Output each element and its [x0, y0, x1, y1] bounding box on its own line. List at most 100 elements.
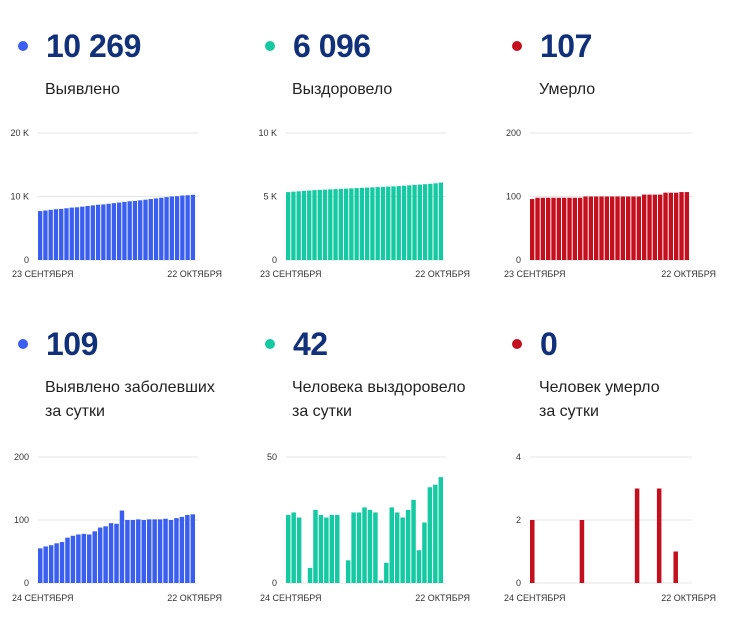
bar	[307, 190, 312, 260]
detected-label-line: Выявлено	[45, 81, 120, 98]
bar	[132, 200, 138, 260]
bar	[76, 534, 81, 583]
bar	[90, 205, 95, 260]
bar	[354, 188, 359, 260]
bar	[168, 520, 174, 583]
bar	[190, 514, 196, 583]
bar	[422, 184, 428, 260]
bar	[143, 199, 148, 260]
bar	[417, 184, 422, 260]
y-tick-label: 0	[24, 578, 29, 588]
bar	[97, 527, 103, 583]
bar	[317, 189, 322, 260]
bar	[190, 194, 196, 260]
y-tick-label: 50	[267, 452, 277, 462]
bar	[286, 192, 291, 260]
bar	[59, 542, 65, 583]
bar	[412, 184, 417, 260]
bar	[185, 514, 190, 583]
bar	[152, 519, 157, 583]
bar	[53, 209, 59, 260]
daily-died-value: 0	[540, 326, 558, 362]
bar	[185, 195, 190, 260]
bar	[125, 520, 130, 583]
bar	[117, 202, 122, 260]
bar	[588, 196, 594, 260]
bar	[179, 516, 185, 583]
bar	[362, 507, 367, 583]
bar	[583, 196, 588, 260]
bar	[87, 534, 92, 583]
bar	[359, 187, 365, 260]
x-end-label: 22 ОКТЯБРЯ	[167, 593, 222, 603]
bar	[380, 186, 386, 260]
bar	[38, 211, 43, 260]
bar	[370, 187, 375, 260]
y-tick-label: 10 K	[10, 192, 29, 202]
bar	[594, 196, 599, 260]
y-tick-label: 100	[14, 515, 29, 525]
x-end-label: 22 ОКТЯБРЯ	[661, 269, 716, 279]
bar	[401, 185, 407, 260]
bar	[438, 182, 444, 260]
y-tick-label: 0	[272, 578, 277, 588]
bar	[365, 187, 370, 260]
died-value: 107	[540, 28, 592, 64]
bar	[604, 196, 610, 260]
bar	[567, 197, 572, 260]
detected-value: 10 269	[46, 28, 141, 64]
bar	[106, 203, 111, 260]
bar	[122, 201, 127, 260]
y-tick-label: 200	[14, 452, 29, 462]
daily-recovered-value: 42	[293, 326, 328, 362]
bar	[338, 188, 343, 260]
daily-detected-value: 109	[46, 326, 98, 362]
bar	[626, 196, 631, 260]
x-start-label: 23 СЕНТЯБРЯ	[260, 269, 322, 279]
detected-dot-icon	[18, 41, 28, 51]
bar	[386, 186, 391, 260]
bar	[394, 512, 400, 583]
bar	[318, 514, 324, 583]
y-tick-label: 4	[516, 452, 521, 462]
daily-died-label-line: Человек умерло	[539, 379, 660, 396]
daily-died-dot-icon	[512, 339, 522, 349]
bar	[329, 514, 335, 583]
bar	[69, 207, 74, 260]
bar	[163, 518, 168, 583]
x-start-label: 24 СЕНТЯБРЯ	[12, 593, 74, 603]
bar	[647, 194, 652, 260]
y-tick-label: 5 K	[263, 192, 277, 202]
bar	[64, 208, 69, 260]
x-end-label: 22 ОКТЯБРЯ	[415, 593, 470, 603]
bar	[391, 186, 396, 260]
bar	[136, 519, 141, 583]
bar	[291, 191, 296, 260]
bar	[407, 185, 412, 260]
bar	[679, 192, 684, 260]
bar	[615, 196, 620, 260]
bar	[335, 514, 340, 583]
died-dot-icon	[512, 41, 522, 51]
bar	[114, 523, 119, 583]
bar	[95, 204, 101, 260]
bar	[610, 196, 615, 260]
bar	[324, 517, 329, 583]
bar	[291, 512, 296, 583]
bar	[349, 188, 354, 260]
bar	[405, 509, 411, 583]
bar	[345, 560, 351, 583]
bar	[322, 189, 328, 260]
bar	[572, 197, 578, 260]
bar	[180, 195, 185, 260]
bar	[313, 509, 318, 583]
y-tick-label: 0	[24, 255, 29, 265]
bar	[546, 197, 551, 260]
bar	[422, 522, 427, 583]
bar	[74, 207, 80, 260]
bar	[65, 537, 70, 583]
y-tick-label: 200	[506, 128, 521, 138]
bar	[286, 514, 291, 583]
bar	[658, 194, 663, 260]
bar	[301, 190, 307, 260]
